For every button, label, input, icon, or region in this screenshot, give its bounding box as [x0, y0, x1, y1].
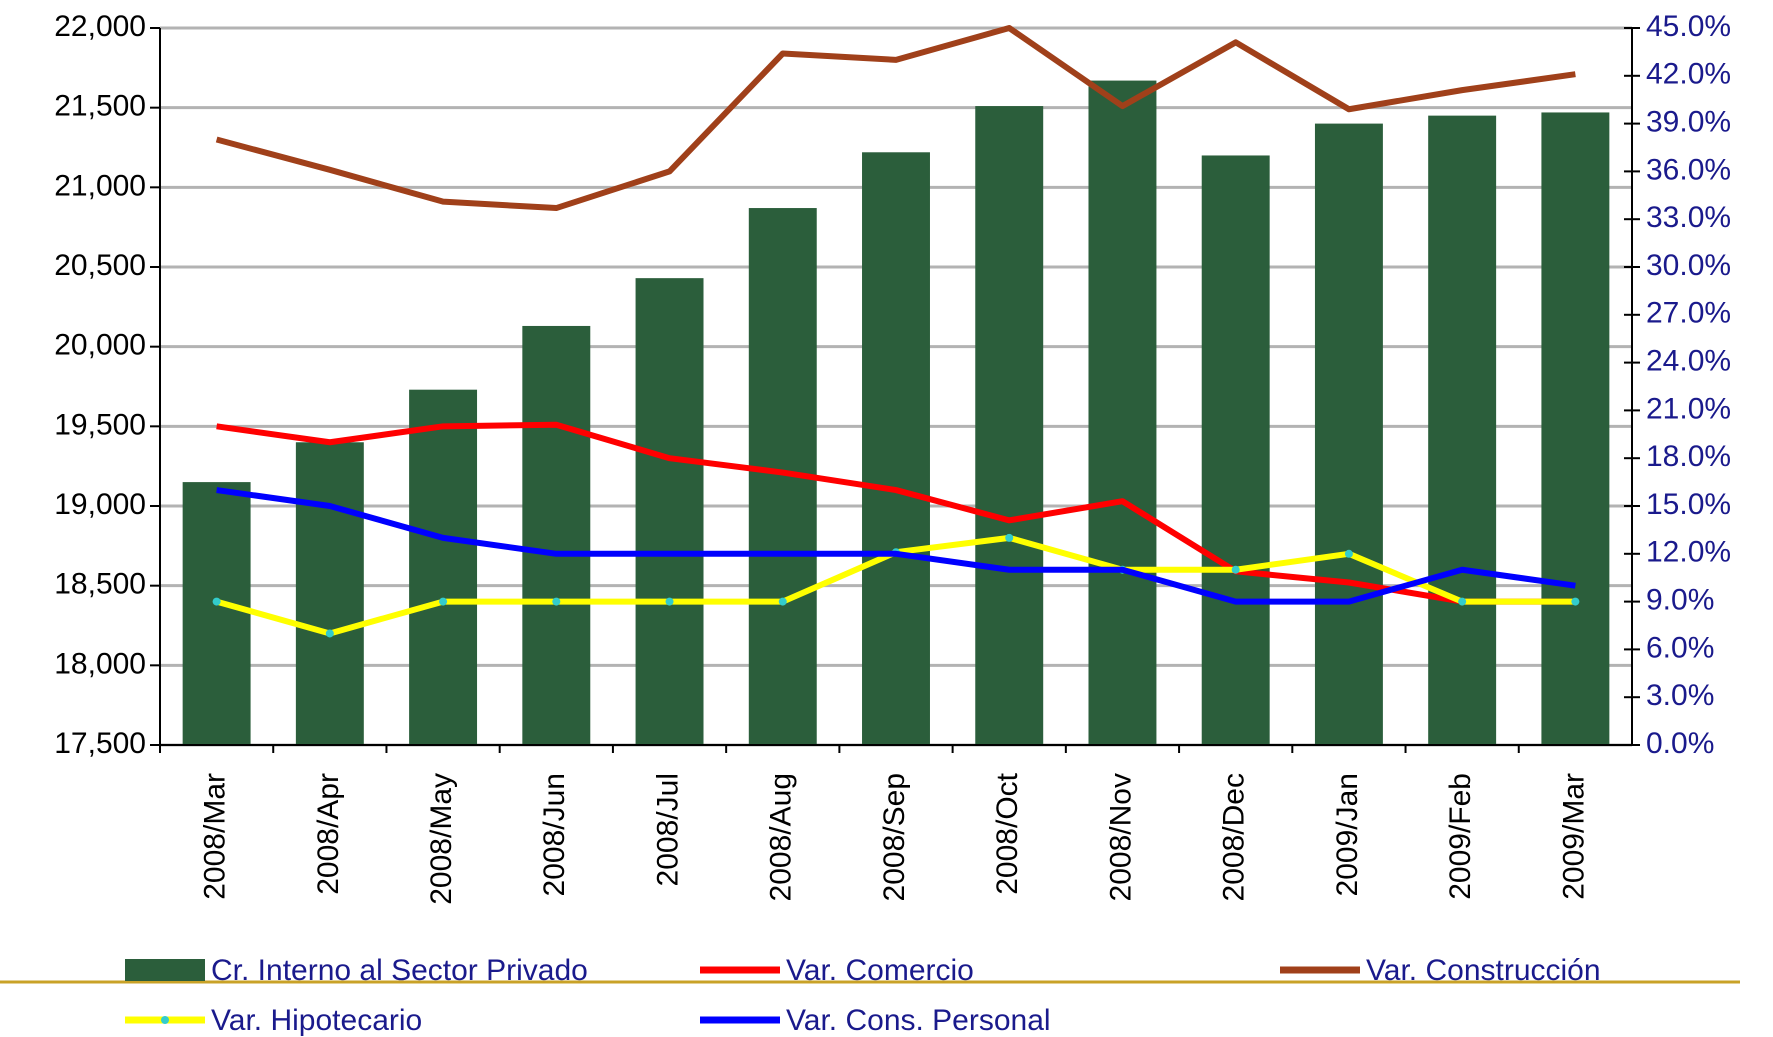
- legend-label: Var. Hipotecario: [211, 1004, 422, 1037]
- y2-tick-label: 0.0%: [1646, 727, 1714, 760]
- y-tick-label: 21,000: [54, 169, 146, 202]
- y-tick-label: 19,500: [54, 408, 146, 441]
- x-tick-label: 2008/Aug: [765, 773, 798, 901]
- x-tick-label: 2008/Apr: [312, 773, 345, 895]
- marker: [665, 597, 674, 606]
- x-tick-label: 2008/May: [425, 773, 458, 905]
- y2-tick-label: 3.0%: [1646, 679, 1714, 712]
- y-tick-label: 18,000: [54, 647, 146, 680]
- legend-label: Var. Comercio: [786, 954, 974, 987]
- y-tick-label: 18,500: [54, 568, 146, 601]
- y2-tick-label: 6.0%: [1646, 631, 1714, 664]
- y2-tick-label: 36.0%: [1646, 153, 1731, 186]
- legend-swatch: [125, 959, 205, 981]
- marker: [1005, 533, 1014, 542]
- y2-tick-label: 33.0%: [1646, 201, 1731, 234]
- legend-marker: [161, 1016, 169, 1024]
- marker: [778, 597, 787, 606]
- y-tick-label: 22,000: [54, 10, 146, 43]
- x-tick-label: 2009/Feb: [1444, 773, 1477, 900]
- x-tick-label: 2008/Oct: [991, 772, 1024, 894]
- bar: [1428, 115, 1497, 746]
- bar: [182, 482, 251, 745]
- y2-tick-label: 42.0%: [1646, 58, 1731, 91]
- y2-tick-label: 15.0%: [1646, 488, 1731, 521]
- y-tick-label: 17,500: [54, 727, 146, 760]
- bar: [862, 152, 930, 745]
- y2-tick-label: 45.0%: [1646, 10, 1731, 43]
- legend-label: Var. Cons. Personal: [786, 1004, 1051, 1037]
- x-tick-label: 2008/Jun: [538, 773, 571, 896]
- x-tick-label: 2008/Mar: [199, 773, 232, 900]
- y-tick-label: 20,500: [54, 249, 146, 282]
- y-tick-label: 20,000: [54, 329, 146, 362]
- bar: [635, 278, 704, 745]
- line: [215, 25, 1576, 212]
- y2-tick-label: 30.0%: [1646, 249, 1731, 282]
- y2-tick-label: 18.0%: [1646, 440, 1731, 473]
- x-tick-label: 2008/Dec: [1218, 773, 1251, 901]
- legend-label: Var. Construcción: [1366, 954, 1601, 987]
- y2-tick-label: 39.0%: [1646, 106, 1731, 139]
- bar: [522, 325, 591, 745]
- marker: [325, 629, 334, 638]
- marker: [552, 597, 561, 606]
- y2-tick-label: 9.0%: [1646, 584, 1714, 617]
- marker: [439, 597, 448, 606]
- bar: [1314, 123, 1383, 746]
- y-tick-label: 21,500: [54, 90, 146, 123]
- y2-tick-label: 21.0%: [1646, 392, 1731, 425]
- line: [216, 487, 1576, 605]
- bar: [975, 106, 1044, 745]
- bar: [295, 442, 364, 745]
- legend-label: Cr. Interno al Sector Privado: [211, 954, 588, 987]
- y2-tick-label: 24.0%: [1646, 345, 1731, 378]
- y-tick-label: 19,000: [54, 488, 146, 521]
- marker: [1344, 549, 1353, 558]
- y2-tick-label: 27.0%: [1646, 297, 1731, 330]
- y2-tick-label: 12.0%: [1646, 536, 1731, 569]
- x-tick-label: 2009/Jan: [1331, 773, 1364, 896]
- x-tick-label: 2008/Nov: [1104, 773, 1137, 901]
- x-tick-label: 2008/Jul: [651, 773, 684, 886]
- marker: [212, 597, 221, 606]
- bar: [1541, 112, 1610, 746]
- marker: [1458, 597, 1467, 606]
- bar: [1088, 80, 1157, 745]
- marker: [1571, 597, 1580, 606]
- line: [216, 421, 1576, 605]
- bar: [409, 389, 478, 745]
- x-tick-label: 2009/Mar: [1557, 773, 1590, 900]
- x-tick-label: 2008/Sep: [878, 773, 911, 901]
- marker: [1231, 565, 1240, 574]
- bar: [1201, 155, 1270, 745]
